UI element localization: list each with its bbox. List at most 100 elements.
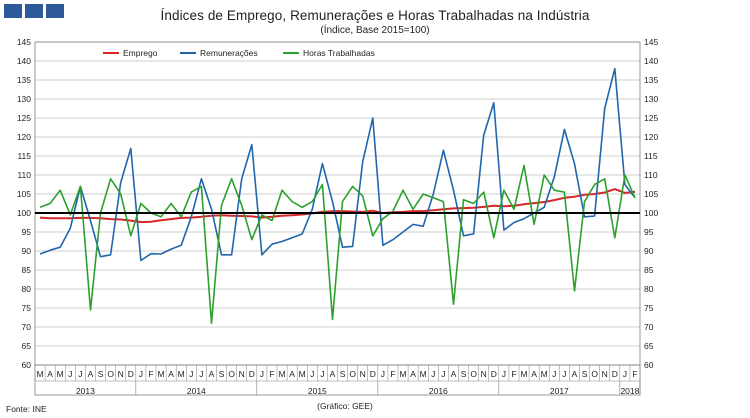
y-tick-label-right: 145 (644, 37, 658, 47)
x-tick-label: N (118, 369, 124, 379)
x-tick-label: D (370, 369, 376, 379)
x-tick-label: S (340, 369, 346, 379)
y-tick-label-left: 95 (22, 227, 32, 237)
legend-label-remuneracoes: Remunerações (200, 48, 258, 58)
x-tick-label: A (330, 369, 336, 379)
plot-frame (34, 41, 641, 366)
x-tick-label: N (360, 369, 366, 379)
series-lines (35, 67, 640, 325)
x-tick-label: M (541, 369, 548, 379)
x-tick-label: N (239, 369, 245, 379)
x-tick-label: F (632, 369, 637, 379)
year-label: 2013 (76, 386, 95, 396)
x-tick-label: J (381, 369, 385, 379)
y-tick-label-left: 130 (17, 94, 31, 104)
year-label: 2018 (620, 386, 639, 396)
x-tick-label: A (47, 369, 53, 379)
x-tick-label: S (461, 369, 467, 379)
y-tick-label-left: 70 (22, 322, 32, 332)
x-tick-label: N (602, 369, 608, 379)
y-tick-label-left: 65 (22, 341, 32, 351)
x-tick-label: O (591, 369, 598, 379)
x-tick-label: M (299, 369, 306, 379)
x-tick-label: D (612, 369, 618, 379)
y-tick-label-left: 145 (17, 37, 31, 47)
y-tick-label-left: 125 (17, 113, 31, 123)
x-tick-label: M (420, 369, 427, 379)
grid-lines (35, 41, 640, 366)
x-tick-label: D (128, 369, 134, 379)
y-tick-label-right: 105 (644, 189, 658, 199)
y-tick-label-left: 60 (22, 360, 32, 370)
year-label: 2017 (550, 386, 569, 396)
year-label: 2016 (429, 386, 448, 396)
x-tick-label: J (139, 369, 143, 379)
x-tick-label: F (269, 369, 274, 379)
x-tick-label: M (178, 369, 185, 379)
x-tick-label: J (189, 369, 193, 379)
chart-subtitle: (Índice, Base 2015=100) (320, 25, 430, 36)
year-label: 2015 (308, 386, 327, 396)
y-tick-label-left: 100 (17, 208, 31, 218)
y-tick-label-left: 135 (17, 75, 31, 85)
y-tick-label-right: 90 (644, 246, 654, 256)
x-tick-label: O (470, 369, 477, 379)
y-tick-label-right: 70 (644, 322, 654, 332)
x-tick-label: O (349, 369, 356, 379)
y-tick-label-left: 120 (17, 132, 31, 142)
x-tick-label: S (219, 369, 225, 379)
series-line-emprego (39, 188, 636, 224)
x-tick-label: J (199, 369, 203, 379)
y-tick-label-left: 80 (22, 284, 32, 294)
y-tick-label-right: 140 (644, 56, 658, 66)
y-tick-label-right: 85 (644, 265, 654, 275)
y-tick-label-left: 90 (22, 246, 32, 256)
y-tick-label-right: 75 (644, 303, 654, 313)
x-tick-label: M (36, 369, 43, 379)
x-tick-label: M (399, 369, 406, 379)
y-tick-label-right: 60 (644, 360, 654, 370)
x-tick-label: F (148, 369, 153, 379)
x-tick-label: O (107, 369, 114, 379)
x-tick-label: D (249, 369, 255, 379)
legend: Emprego Remunerações Horas Trabalhadas (103, 48, 375, 58)
y-tick-label-right: 120 (644, 132, 658, 142)
y-tick-label-right: 65 (644, 341, 654, 351)
chart-credit: (Gráfico: GEE) (317, 401, 373, 411)
y-tick-label-right: 80 (644, 284, 654, 294)
x-tick-label: J (310, 369, 314, 379)
y-tick-label-right: 130 (644, 94, 658, 104)
x-tick-label: A (572, 369, 578, 379)
x-tick-label: A (410, 369, 416, 379)
ine-logo (4, 4, 64, 18)
x-tick-label: A (209, 369, 215, 379)
x-tick-label: M (57, 369, 64, 379)
chart-title: Índices de Emprego, Remunerações e Horas… (160, 8, 590, 23)
x-tick-label: J (441, 369, 445, 379)
x-tick-label: A (451, 369, 457, 379)
x-tick-label: M (278, 369, 285, 379)
y-tick-label-right: 125 (644, 113, 658, 123)
x-tick-label: J (320, 369, 324, 379)
series-line-horas (39, 164, 636, 325)
logo-square (4, 4, 22, 18)
y-tick-label-left: 105 (17, 189, 31, 199)
x-tick-label: J (78, 369, 82, 379)
x-tick-label: F (390, 369, 395, 379)
x-tick-label: A (531, 369, 537, 379)
x-tick-label: J (431, 369, 435, 379)
y-tick-label-right: 110 (644, 170, 658, 180)
x-tick-label: N (481, 369, 487, 379)
y-tick-label-right: 135 (644, 75, 658, 85)
axes: 60 60 65 65 70 70 75 75 80 80 85 85 90 90 95 95 100 100 10… (17, 37, 659, 396)
y-tick-label-left: 75 (22, 303, 32, 313)
y-tick-label-left: 140 (17, 56, 31, 66)
x-tick-label: J (68, 369, 72, 379)
x-tick-label: O (228, 369, 235, 379)
x-tick-label: A (168, 369, 174, 379)
source-note: Fonte: INE (6, 404, 47, 414)
y-tick-label-left: 85 (22, 265, 32, 275)
logo-square (46, 4, 64, 18)
x-tick-label: A (289, 369, 295, 379)
